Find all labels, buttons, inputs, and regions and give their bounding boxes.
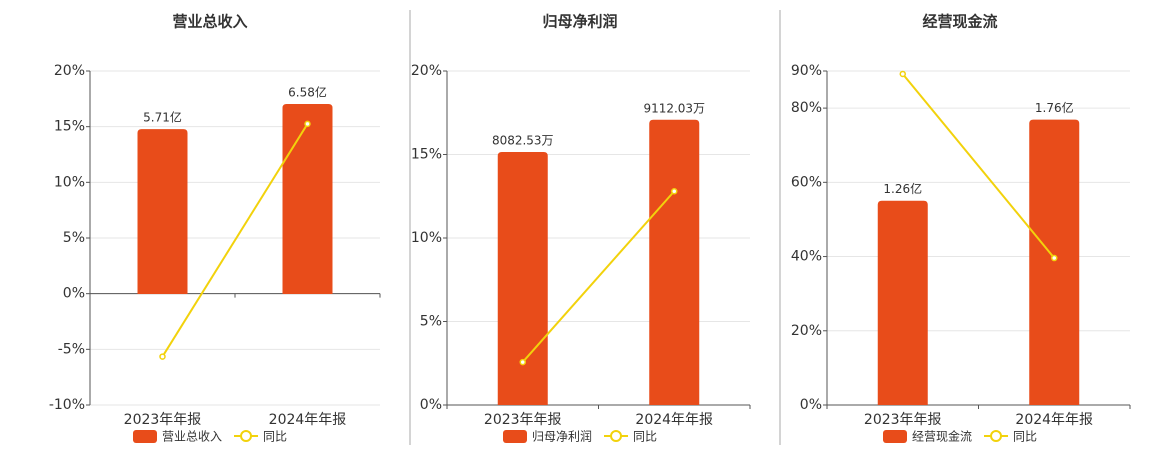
value-label: 6.58亿 [288, 84, 327, 99]
legend-label: 同比 [263, 430, 287, 444]
bar [282, 103, 333, 295]
line [901, 73, 1056, 259]
legend-swatch [883, 430, 907, 443]
y-tick-label: 15% [54, 119, 85, 135]
y-tick-label: 0% [800, 397, 822, 413]
legend-swatch [240, 430, 253, 442]
point [899, 70, 906, 78]
y-tick-label: 5% [420, 314, 442, 330]
point [1051, 254, 1058, 262]
x-tick-label: 2024年年报 [635, 412, 713, 428]
value-label: 1.26亿 [883, 181, 922, 196]
bar [877, 200, 928, 405]
y-tick-label: 20% [791, 323, 822, 339]
legend-swatch [133, 430, 157, 443]
bar [1029, 119, 1080, 405]
legend-label: 同比 [633, 430, 657, 444]
legend-label: 经营现金流 [912, 429, 972, 444]
legend-label: 同比 [1013, 430, 1037, 444]
y-tick-label: 20% [54, 63, 85, 79]
point [159, 353, 166, 360]
y-tick-label: 15% [411, 147, 442, 163]
y-tick-label: 10% [411, 230, 442, 246]
bar [497, 151, 548, 405]
y-tick-label: -5% [58, 341, 85, 357]
legend-label: 归母净利润 [532, 430, 592, 444]
line [522, 190, 675, 363]
value-label: 8082.53万 [492, 133, 554, 147]
chart-title: 营业总收入 [172, 13, 247, 31]
bar [649, 119, 700, 406]
x-tick-label: 2023年年报 [864, 412, 942, 428]
point [304, 120, 311, 128]
y-tick-label: 20% [411, 63, 442, 79]
legend-swatch [503, 430, 527, 443]
y-tick-label: -10% [49, 397, 85, 413]
x-tick-label: 2023年年报 [484, 412, 562, 428]
y-tick-label: 60% [791, 174, 822, 190]
value-label: 5.71亿 [143, 110, 182, 125]
x-tick-label: 2023年年报 [124, 412, 202, 428]
y-tick-label: 40% [791, 249, 822, 265]
y-tick-label: 5% [63, 230, 85, 246]
point [519, 358, 526, 366]
x-tick-label: 2024年年报 [269, 412, 347, 428]
y-tick-label: 80% [791, 100, 822, 116]
legend-swatch [610, 430, 623, 442]
y-tick-label: 10% [54, 174, 85, 190]
chart-title: 归母净利润 [542, 13, 617, 31]
point [671, 187, 678, 195]
y-tick-label: 90% [791, 63, 822, 79]
bar [137, 129, 188, 295]
x-tick-label: 2024年年报 [1015, 412, 1093, 428]
legend-swatch [990, 430, 1003, 442]
y-tick-label: 0% [63, 286, 85, 302]
chart-title: 经营现金流 [922, 13, 997, 31]
line [161, 123, 309, 358]
y-tick-label: 0% [420, 397, 442, 413]
value-label: 1.76亿 [1035, 100, 1074, 115]
legend-label: 营业总收入 [162, 430, 222, 444]
value-label: 9112.03万 [643, 101, 705, 115]
